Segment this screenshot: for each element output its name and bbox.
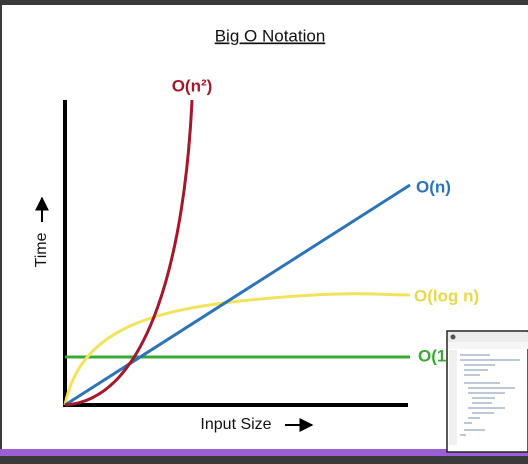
curve-label: O(1)	[418, 346, 452, 365]
thumbnail-code	[460, 354, 520, 436]
thumbnail-gutter	[449, 350, 457, 445]
linear-line	[64, 183, 411, 407]
curve-label: O(n²)	[172, 76, 213, 95]
x-axis-label: Input Size	[200, 416, 271, 433]
bottom-bar	[0, 449, 528, 456]
thumbnail-frame	[446, 330, 528, 453]
title: Big O Notation	[215, 26, 326, 45]
thumbnail[interactable]	[446, 330, 528, 453]
y-axis-label: Time	[33, 232, 50, 267]
curve-label: O(log n)	[414, 286, 479, 305]
curve-label: O(n)	[416, 177, 451, 196]
quadratic-curve	[64, 99, 194, 407]
thumbnail-tabs	[448, 342, 528, 349]
thumbnail-icon	[450, 334, 456, 340]
log-curve	[63, 292, 411, 406]
slide-background	[2, 5, 528, 449]
thumbnail-titlebar	[448, 332, 528, 342]
